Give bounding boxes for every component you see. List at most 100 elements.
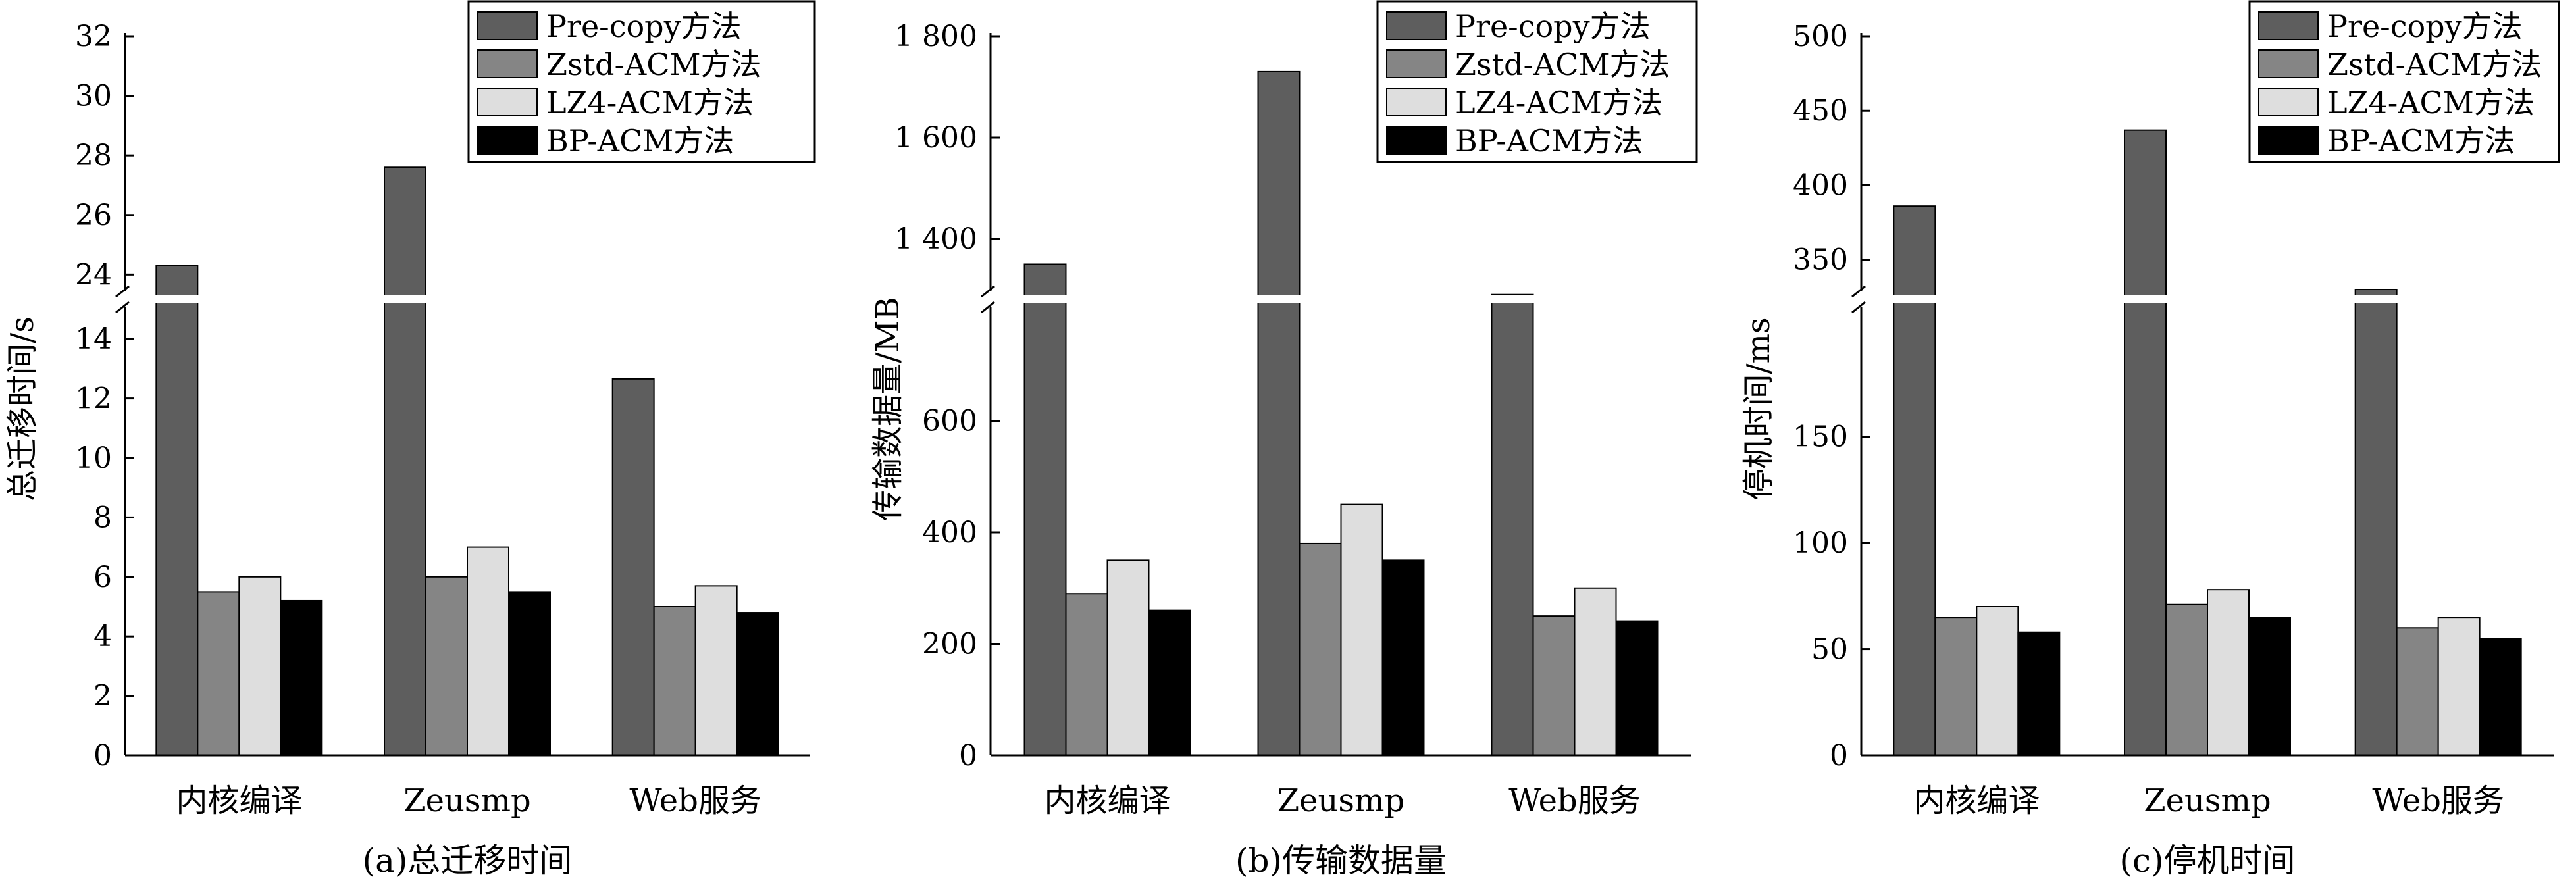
bar-3-3 [694, 585, 738, 756]
bar-3-2 [1340, 503, 1383, 756]
bar-2-2 [2165, 603, 2208, 756]
legend-swatch-4 [477, 126, 538, 155]
bar-4-2 [1381, 559, 1425, 756]
y-tick-label-upper-4: 30 [75, 80, 112, 113]
legend-swatch-3 [477, 88, 538, 116]
bar-2-2 [425, 576, 468, 756]
y-tick-label-upper-4: 500 [1793, 20, 1848, 53]
legend-swatch-1 [477, 11, 538, 40]
bar-2-1 [197, 591, 240, 757]
axis-break-mark-2 [115, 301, 130, 314]
axis-break-mark-1 [1851, 285, 1866, 298]
bar-4-1 [2017, 631, 2061, 756]
y-tick-label-upper-1: 350 [1793, 243, 1848, 277]
bar-break-gap-1-1 [1892, 295, 1938, 303]
axis-break-mark-2 [981, 301, 995, 314]
bar-break-gap-1-3 [2353, 295, 2399, 303]
bar-4-2 [2248, 617, 2291, 757]
y-tick-label-lower-1: 0 [93, 739, 112, 772]
y-tick-label-lower-2: 50 [1811, 633, 1848, 667]
axis-break-mark-1 [115, 285, 130, 298]
x-category-label-2: Zeusmp [403, 782, 531, 819]
y-tick-label-lower-5: 8 [93, 501, 112, 534]
legend-label-4: BP-ACM方法 [546, 123, 734, 159]
x-category-label-1: 内核编译 [1913, 782, 2040, 819]
bar-3-2 [2207, 589, 2250, 757]
y-tick-label-lower-1: 0 [959, 739, 977, 772]
bar-4-1 [1148, 609, 1191, 757]
x-category-label-2: Zeusmp [2144, 782, 2271, 819]
y-tick-label-lower-2: 200 [922, 628, 977, 661]
legend-swatch-3 [1386, 88, 1447, 116]
chart-panel-3: 0 50 100 150 350 400 450 500 内核编译 Zeusmp Web服务 停机时间… [1740, 0, 2560, 880]
y-tick-label-upper-3: 1 800 [894, 20, 977, 53]
bar-2-1 [1934, 617, 1978, 757]
legend-swatch-3 [2258, 88, 2319, 116]
axis-break-mark-1 [981, 285, 995, 298]
legend-swatch-4 [1386, 126, 1447, 155]
panel-caption: (a)总迁移时间 [363, 842, 573, 880]
bar-break-gap-1-2 [1256, 295, 1302, 303]
bar-3-3 [1574, 587, 1617, 756]
x-category-label-3: Web服务 [1508, 782, 1641, 819]
bar-break-gap-1-1 [154, 295, 200, 303]
x-category-label-3: Web服务 [629, 782, 761, 819]
y-tick-label-lower-4: 6 [93, 561, 112, 594]
y-tick-label-lower-8: 14 [75, 322, 112, 356]
y-tick-label-upper-1: 1 400 [894, 222, 977, 256]
legend-swatch-1 [1386, 11, 1447, 40]
x-category-label-1: 内核编译 [1044, 782, 1170, 819]
bar-2-1 [1065, 593, 1108, 756]
x-category-label-2: Zeusmp [1277, 782, 1405, 819]
bar-1-3 [2354, 289, 2398, 756]
y-tick-label-lower-1: 0 [1830, 739, 1848, 772]
y-tick-label-lower-2: 2 [93, 680, 112, 713]
x-category-label-1: 内核编译 [176, 782, 302, 819]
bar-break-gap-1-3 [610, 295, 656, 303]
bar-1-3 [1491, 293, 1534, 756]
legend-label-1: Pre-copy方法 [1455, 9, 1651, 44]
bar-1-1 [1893, 205, 1936, 757]
bar-4-1 [280, 599, 323, 757]
bar-1-2 [384, 166, 426, 756]
y-tick-label-lower-3: 400 [922, 516, 977, 549]
chart-panel-2: 0 200 400 600 1 400 1 600 1 800 内核编译 Zeusmp Web服务… [869, 0, 1698, 880]
legend-swatch-2 [1386, 49, 1447, 78]
y-tick-label-upper-3: 28 [75, 139, 112, 172]
y-tick-label-upper-2: 400 [1793, 168, 1848, 202]
legend-label-3: LZ4-ACM方法 [2327, 85, 2535, 120]
bar-4-3 [736, 612, 779, 756]
bar-break-gap-1-2 [2123, 295, 2168, 303]
bar-4-3 [2479, 638, 2522, 757]
y-tick-label-lower-4: 600 [922, 405, 977, 438]
bar-4-2 [508, 591, 551, 757]
y-tick-label-upper-5: 32 [75, 20, 112, 53]
y-tick-label-lower-3: 4 [93, 620, 112, 653]
bar-1-3 [611, 378, 655, 756]
legend-label-3: LZ4-ACM方法 [546, 85, 754, 120]
legend-label-4: BP-ACM方法 [2327, 123, 2515, 159]
legend-swatch-2 [477, 49, 538, 78]
legend-label-2: Zstd-ACM方法 [2327, 47, 2542, 82]
bar-1-1 [1023, 263, 1067, 756]
bar-1-2 [1257, 70, 1301, 756]
panel-caption: (c)停机时间 [2119, 842, 2295, 880]
x-category-label-3: Web服务 [2372, 782, 2504, 819]
bar-2-3 [653, 606, 696, 756]
legend-swatch-2 [2258, 49, 2319, 78]
legend-label-4: BP-ACM方法 [1455, 123, 1643, 159]
y-tick-label-upper-2: 1 600 [894, 121, 977, 155]
y-tick-label-lower-7: 12 [75, 382, 112, 416]
bar-2-2 [1299, 542, 1342, 756]
y-tick-label-upper-3: 450 [1793, 94, 1848, 128]
bar-3-1 [1976, 606, 2019, 756]
y-axis-title: 传输数据量/MB [869, 297, 906, 521]
bar-3-1 [1106, 559, 1150, 756]
bar-3-2 [467, 546, 509, 756]
y-tick-label-upper-1: 24 [75, 258, 112, 291]
